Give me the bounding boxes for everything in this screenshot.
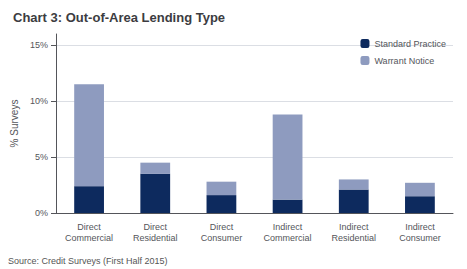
svg-text:Chart 3: Out-of-Area Lending T: Chart 3: Out-of-Area Lending Type: [13, 10, 225, 25]
svg-text:Indirect: Indirect: [273, 222, 303, 232]
svg-text:Indirect: Indirect: [339, 222, 369, 232]
svg-text:Residential: Residential: [133, 233, 178, 243]
svg-text:Source: Credit Surveys (First: Source: Credit Surveys (First Half 2015): [8, 256, 168, 266]
svg-text:10%: 10%: [30, 96, 48, 106]
svg-text:Direct: Direct: [143, 222, 167, 232]
svg-text:15%: 15%: [30, 40, 48, 50]
svg-text:0%: 0%: [35, 208, 48, 218]
svg-text:Commercial: Commercial: [65, 233, 113, 243]
svg-text:Warrant Notice: Warrant Notice: [374, 56, 434, 66]
svg-text:Indirect: Indirect: [405, 222, 435, 232]
svg-text:Direct: Direct: [210, 222, 234, 232]
svg-text:Direct: Direct: [77, 222, 101, 232]
svg-text:% Surveys: % Surveys: [9, 100, 20, 148]
svg-text:5%: 5%: [35, 152, 48, 162]
svg-text:Residential: Residential: [331, 233, 376, 243]
svg-text:Consumer: Consumer: [399, 233, 441, 243]
svg-text:Standard Practice: Standard Practice: [374, 39, 446, 49]
svg-text:Commercial: Commercial: [264, 233, 312, 243]
svg-text:Consumer: Consumer: [201, 233, 243, 243]
